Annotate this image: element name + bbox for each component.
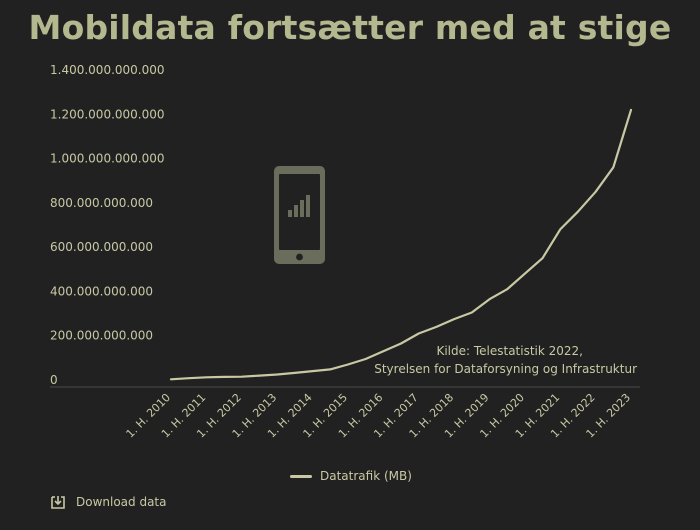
legend-label: Datatrafik (MB) <box>320 469 412 483</box>
chart-title: Mobildata fortsætter med at stige <box>28 8 672 47</box>
y-tick-label: 200.000.000.000 <box>50 329 153 343</box>
legend-swatch <box>290 474 312 478</box>
y-tick-label: 600.000.000.000 <box>50 240 153 254</box>
mobile-phone-signal-icon <box>274 166 325 264</box>
download-label: Download data <box>76 495 167 509</box>
download-data-button[interactable]: Download data <box>50 494 167 510</box>
y-tick-label: 1.000.000.000.000 <box>50 152 165 166</box>
source-line-2: Styrelsen for Dataforsyning og Infrastru… <box>374 362 637 376</box>
y-tick-label: 0 <box>50 373 58 387</box>
y-tick-label: 400.000.000.000 <box>50 284 153 298</box>
y-tick-label: 800.000.000.000 <box>50 196 153 210</box>
y-axis: 0 200.000.000.000 400.000.000.000 600.000.0… <box>50 63 165 387</box>
legend[interactable]: Datatrafik (MB) <box>290 469 412 483</box>
series-line-datatrafik <box>169 108 633 381</box>
download-icon <box>51 496 65 509</box>
y-tick-label: 1.400.000.000.000 <box>50 63 165 77</box>
y-tick-label: 1.200.000.000.000 <box>50 107 165 121</box>
source-line-1: Kilde: Telestatistik 2022, <box>436 344 583 358</box>
